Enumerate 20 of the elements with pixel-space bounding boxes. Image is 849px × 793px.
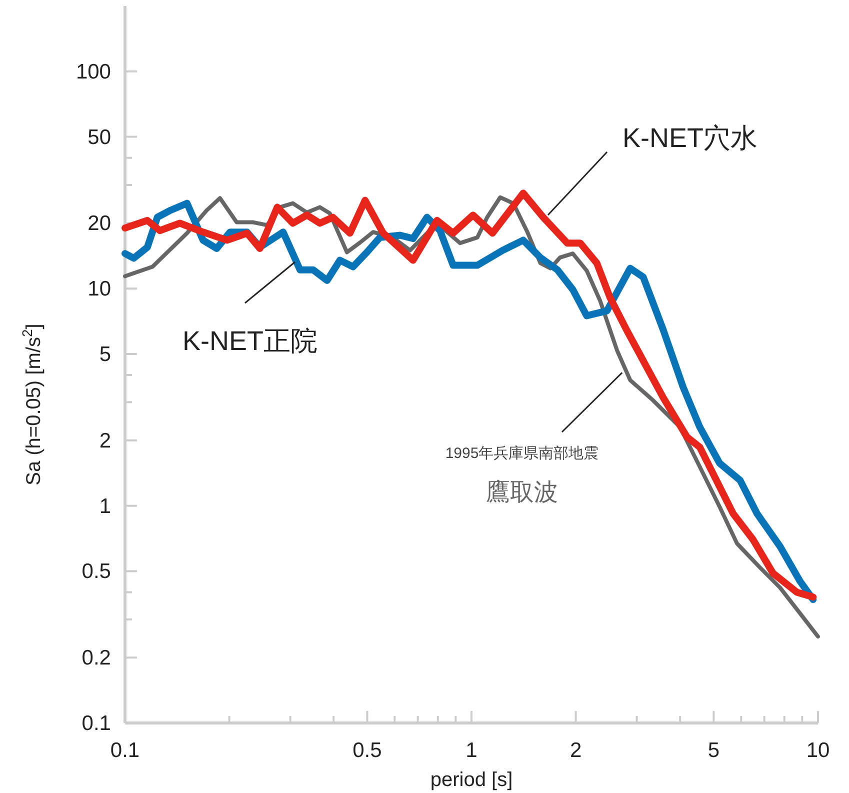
x-tick-label: 1 xyxy=(466,739,478,762)
x-tick-label: 10 xyxy=(806,739,830,762)
series-label: K-NET正院 xyxy=(182,326,318,356)
text: 鷹取波 xyxy=(486,479,558,506)
y-tick-label: 2 xyxy=(99,429,111,452)
y-tick-label: 1 xyxy=(99,494,111,518)
x-axis-title: period [s] xyxy=(430,769,513,791)
x-tick-label: 2 xyxy=(570,739,582,762)
y-tick-label: 0.5 xyxy=(82,560,111,584)
annotation: 1995年兵庫県南部地震 xyxy=(445,445,599,462)
x-tick-label: 0.5 xyxy=(352,739,382,762)
y-tick-label: 20 xyxy=(88,212,111,236)
y-tick-label: 10 xyxy=(88,278,111,301)
y-tick-label: 50 xyxy=(88,126,111,149)
y-tick-label: 0.2 xyxy=(82,646,111,670)
y-tick-label: 0.1 xyxy=(82,712,111,735)
text: K-NET穴水 xyxy=(622,123,758,153)
x-tick-label: 5 xyxy=(708,739,720,762)
y-tick-label: 5 xyxy=(99,342,111,366)
y-tick-label: 100 xyxy=(76,60,111,84)
